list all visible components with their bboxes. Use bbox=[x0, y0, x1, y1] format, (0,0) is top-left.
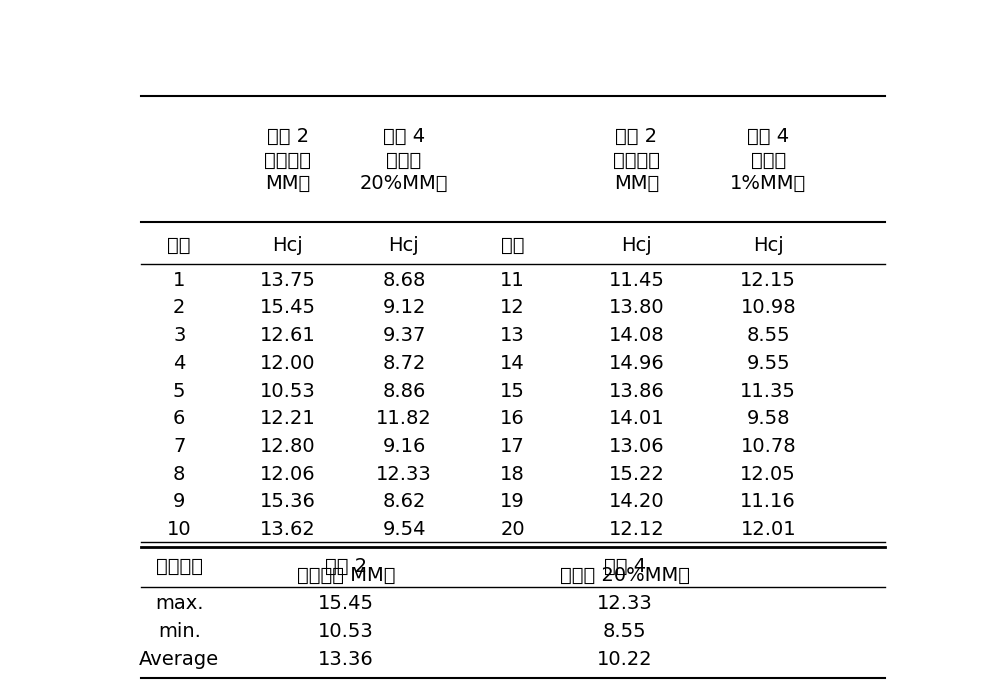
Text: 12.61: 12.61 bbox=[260, 326, 316, 345]
Text: 20: 20 bbox=[500, 520, 525, 539]
Text: 15.22: 15.22 bbox=[609, 464, 664, 484]
Text: 统计分析: 统计分析 bbox=[156, 557, 203, 576]
Text: 15.45: 15.45 bbox=[260, 298, 316, 318]
Text: （未添加 MM）: （未添加 MM） bbox=[297, 567, 395, 585]
Text: 9.54: 9.54 bbox=[382, 520, 426, 539]
Text: 16: 16 bbox=[500, 409, 525, 428]
Text: 12.06: 12.06 bbox=[260, 464, 316, 484]
Text: 配方 2
（未添加
MM）: 配方 2 （未添加 MM） bbox=[613, 127, 660, 193]
Text: Hcj: Hcj bbox=[753, 236, 784, 255]
Text: 10.53: 10.53 bbox=[260, 381, 316, 401]
Text: 12.80: 12.80 bbox=[260, 437, 316, 456]
Text: 6: 6 bbox=[173, 409, 185, 428]
Text: 18: 18 bbox=[500, 464, 525, 484]
Text: 12.05: 12.05 bbox=[740, 464, 796, 484]
Text: 13: 13 bbox=[500, 326, 525, 345]
Text: 9: 9 bbox=[173, 492, 185, 511]
Text: 14: 14 bbox=[500, 354, 525, 373]
Text: 5: 5 bbox=[173, 381, 186, 401]
Text: 12.33: 12.33 bbox=[376, 464, 432, 484]
Text: max.: max. bbox=[155, 594, 204, 613]
Text: 配方 4
（添加
20%MM）: 配方 4 （添加 20%MM） bbox=[360, 127, 448, 193]
Text: min.: min. bbox=[158, 622, 201, 641]
Text: 10.78: 10.78 bbox=[740, 437, 796, 456]
Text: 9.12: 9.12 bbox=[382, 298, 426, 318]
Text: 14.20: 14.20 bbox=[609, 492, 664, 511]
Text: 11: 11 bbox=[500, 271, 525, 290]
Text: 4: 4 bbox=[173, 354, 185, 373]
Text: 15.45: 15.45 bbox=[318, 594, 374, 613]
Text: 11.35: 11.35 bbox=[740, 381, 796, 401]
Text: 19: 19 bbox=[500, 492, 525, 511]
Text: 14.08: 14.08 bbox=[609, 326, 664, 345]
Text: 12: 12 bbox=[500, 298, 525, 318]
Text: 配方 2
（未添加
MM）: 配方 2 （未添加 MM） bbox=[264, 127, 311, 193]
Text: 17: 17 bbox=[500, 437, 525, 456]
Text: 13.80: 13.80 bbox=[609, 298, 664, 318]
Text: 14.01: 14.01 bbox=[609, 409, 664, 428]
Text: 8.55: 8.55 bbox=[603, 622, 647, 641]
Text: 9.16: 9.16 bbox=[382, 437, 426, 456]
Text: 7: 7 bbox=[173, 437, 185, 456]
Text: Hcj: Hcj bbox=[621, 236, 652, 255]
Text: 13.62: 13.62 bbox=[260, 520, 316, 539]
Text: 12.01: 12.01 bbox=[740, 520, 796, 539]
Text: 14.96: 14.96 bbox=[609, 354, 664, 373]
Text: 13.75: 13.75 bbox=[260, 271, 316, 290]
Text: 配方 4
（添加
1%MM）: 配方 4 （添加 1%MM） bbox=[730, 127, 806, 193]
Text: 10.22: 10.22 bbox=[597, 650, 653, 668]
Text: 8.55: 8.55 bbox=[746, 326, 790, 345]
Text: 12.15: 12.15 bbox=[740, 271, 796, 290]
Text: 15.36: 15.36 bbox=[260, 492, 316, 511]
Text: 9.37: 9.37 bbox=[382, 326, 426, 345]
Text: 11.45: 11.45 bbox=[609, 271, 664, 290]
Text: 10: 10 bbox=[167, 520, 192, 539]
Text: 配方 2: 配方 2 bbox=[325, 557, 367, 576]
Text: 8.62: 8.62 bbox=[382, 492, 426, 511]
Text: 2: 2 bbox=[173, 298, 185, 318]
Text: 13.86: 13.86 bbox=[609, 381, 664, 401]
Text: 12.21: 12.21 bbox=[260, 409, 316, 428]
Text: 序号: 序号 bbox=[501, 236, 524, 255]
Text: 3: 3 bbox=[173, 326, 185, 345]
Text: 12.33: 12.33 bbox=[597, 594, 653, 613]
Text: 9.55: 9.55 bbox=[746, 354, 790, 373]
Text: 8.72: 8.72 bbox=[382, 354, 426, 373]
Text: Average: Average bbox=[139, 650, 219, 668]
Text: 15: 15 bbox=[500, 381, 525, 401]
Text: 13.36: 13.36 bbox=[318, 650, 374, 668]
Text: 11.82: 11.82 bbox=[376, 409, 432, 428]
Text: 10.98: 10.98 bbox=[740, 298, 796, 318]
Text: 配方 4: 配方 4 bbox=[604, 557, 646, 576]
Text: 12.12: 12.12 bbox=[609, 520, 664, 539]
Text: Hcj: Hcj bbox=[272, 236, 303, 255]
Text: 11.16: 11.16 bbox=[740, 492, 796, 511]
Text: 9.58: 9.58 bbox=[746, 409, 790, 428]
Text: 序号: 序号 bbox=[168, 236, 191, 255]
Text: （添加 20%MM）: （添加 20%MM） bbox=[560, 567, 690, 585]
Text: 10.53: 10.53 bbox=[318, 622, 374, 641]
Text: 13.06: 13.06 bbox=[609, 437, 664, 456]
Text: 1: 1 bbox=[173, 271, 185, 290]
Text: 8.68: 8.68 bbox=[382, 271, 426, 290]
Text: 8.86: 8.86 bbox=[382, 381, 426, 401]
Text: 8: 8 bbox=[173, 464, 185, 484]
Text: Hcj: Hcj bbox=[389, 236, 419, 255]
Text: 12.00: 12.00 bbox=[260, 354, 316, 373]
